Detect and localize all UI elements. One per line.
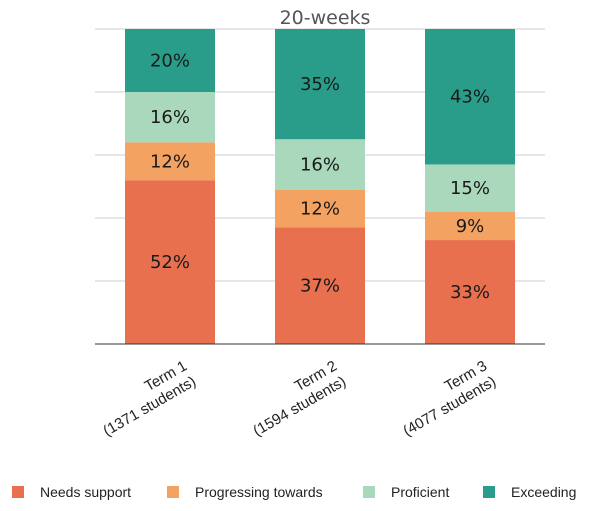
bar-segment xyxy=(275,29,365,140)
legend-swatch xyxy=(167,486,179,498)
segment-value-label: 52% xyxy=(150,252,190,273)
legend-swatch xyxy=(12,486,24,498)
segment-value-label: 12% xyxy=(150,151,190,172)
segment-value-label: 20% xyxy=(150,51,190,72)
legend-label: Exceeding xyxy=(511,484,576,500)
segment-value-label: 16% xyxy=(300,154,340,175)
legend-item: Progressing towards xyxy=(167,484,323,500)
segment-value-label: 15% xyxy=(450,178,490,199)
segment-value-label: 16% xyxy=(150,107,190,128)
legend-item: Needs support xyxy=(12,484,131,500)
legend-swatch xyxy=(483,486,495,498)
segment-value-label: 35% xyxy=(300,74,340,95)
category-tick-label: Term 3(4077 students) xyxy=(400,357,499,439)
legend-label: Progressing towards xyxy=(195,484,323,500)
legend-label: Needs support xyxy=(40,484,131,500)
bar-segment xyxy=(125,180,215,344)
segment-value-label: 37% xyxy=(300,276,340,297)
legend-swatch xyxy=(363,486,375,498)
segment-value-label: 43% xyxy=(450,87,490,108)
legend-item: Exceeding xyxy=(483,484,576,500)
bar-segment xyxy=(425,240,515,344)
bar-segment xyxy=(125,92,215,143)
segment-value-label: 12% xyxy=(300,199,340,220)
bar-segment xyxy=(275,189,365,228)
segment-value-label: 9% xyxy=(456,216,485,237)
chart-title: 20-weeks xyxy=(280,7,371,29)
category-tick-label: Term 2(1594 students) xyxy=(250,357,349,439)
legend: Needs support Progressing towards Proficie… xyxy=(12,484,576,500)
bar-segment xyxy=(275,227,365,344)
segment-labels: 52% 12% 16% 20% 37% 12% 16% 35% 33% 9% 15% 43% xyxy=(150,51,490,304)
category-tick-label: Term 1(1371 students) xyxy=(100,357,199,439)
bar-segment xyxy=(275,139,365,190)
bar-segment xyxy=(125,29,215,92)
bar-segment xyxy=(425,211,515,241)
segment-value-label: 33% xyxy=(450,282,490,303)
bar-segment xyxy=(125,142,215,181)
category-tick-labels: Term 1(1371 students) Term 2(1594 student… xyxy=(100,357,499,439)
legend-label: Proficient xyxy=(391,484,449,500)
bars xyxy=(125,29,515,344)
bar-segment xyxy=(425,164,515,212)
bar-segment xyxy=(425,29,515,165)
legend-item: Proficient xyxy=(363,484,449,500)
